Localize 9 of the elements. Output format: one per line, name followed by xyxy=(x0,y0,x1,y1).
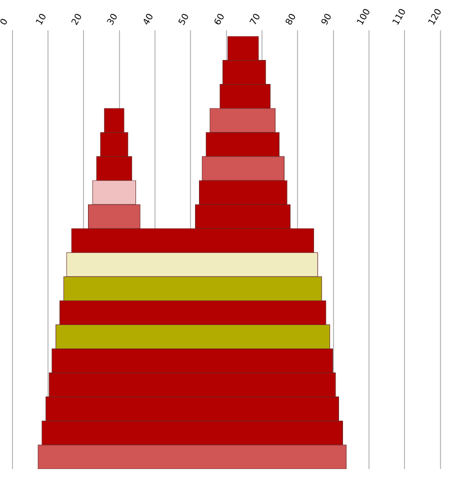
x-tick-label: 40 xyxy=(142,12,156,28)
x-tick-label: 10 xyxy=(34,12,50,28)
x-tick-label: 50 xyxy=(177,12,192,28)
x-tick-label: 30 xyxy=(106,12,121,28)
x-tick-label: 20 xyxy=(70,12,85,28)
x-tick-label: 60 xyxy=(212,12,228,28)
x-tick-label: 90 xyxy=(320,12,335,28)
x-tick-label: 80 xyxy=(284,12,299,28)
x-tick-label: 70 xyxy=(248,12,264,28)
